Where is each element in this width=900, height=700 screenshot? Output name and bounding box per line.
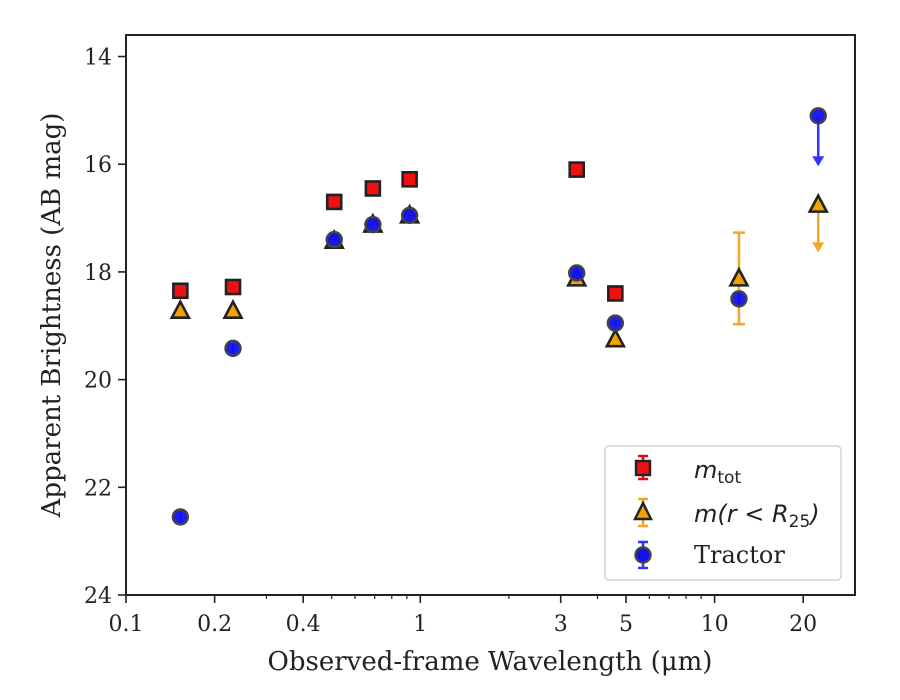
mr25-point [222, 298, 244, 319]
tractor-point [400, 206, 419, 225]
tractor-point [364, 215, 382, 234]
tractor-marker [809, 107, 827, 125]
x-tick-label: 10 [701, 612, 729, 637]
legend-box [604, 445, 842, 581]
mr25-marker [728, 266, 750, 287]
tractor-point [809, 107, 827, 167]
y-tick-label: 14 [84, 46, 112, 71]
y-tick-label: 18 [84, 261, 112, 286]
mr25-point [728, 231, 750, 326]
mtot-marker [172, 282, 189, 300]
tractor-marker [606, 314, 625, 332]
y-tick-label: 22 [84, 476, 112, 501]
tractor-marker [400, 206, 419, 225]
y-tick-label: 24 [84, 584, 112, 609]
legend-tractor-marker [634, 546, 652, 564]
ticks-layer: 0.1 0.2 0.4 1 3 5 10 20 14 16 18 20 22 24 [84, 46, 817, 637]
legend-tractor-label: Tractor [694, 541, 785, 569]
legend-entry-tractor: Tractor [634, 540, 785, 570]
mr25-point [169, 298, 192, 319]
legend: mtot m(r < R25) Tractor [604, 445, 842, 581]
mtot-marker [401, 171, 418, 188]
mtot-point [607, 285, 624, 302]
mr25-upper-limit-arrow [812, 242, 825, 253]
legend-mr25-close: ) [808, 500, 819, 528]
x-tick-label: 5 [619, 612, 633, 637]
y-tick-label: 16 [84, 153, 112, 178]
mtot-point [325, 193, 343, 211]
mr25-point [604, 327, 627, 348]
legend-mtot-sub: tot [717, 468, 741, 488]
x-tick-label: 1 [413, 612, 427, 637]
legend-mtot-label: mtot [694, 456, 741, 488]
mtot-point [224, 278, 242, 296]
plot-frame [125, 34, 856, 596]
mtot-marker [325, 193, 343, 211]
x-tick-label: 0.4 [286, 612, 321, 637]
tractor-point [224, 339, 242, 358]
tractor-point [730, 290, 748, 308]
tractor-point [568, 264, 586, 282]
mr25-point [807, 192, 829, 253]
y-tick-label: 20 [84, 369, 112, 394]
tractor-marker [364, 215, 382, 234]
legend-mr25-sub: 25 [789, 512, 811, 532]
x-tick-label: 3 [554, 612, 568, 637]
mr25-marker [169, 298, 192, 319]
x-axis-label: Observed-frame Wavelength (μm) [268, 647, 713, 677]
mtot-point [568, 161, 586, 178]
mtot-marker [568, 161, 586, 178]
mr25-marker [807, 192, 829, 213]
mtot-point [364, 180, 382, 197]
legend-mr25-text: m(r < R [694, 500, 789, 528]
tractor-marker [568, 264, 586, 282]
mr25-marker [222, 298, 244, 319]
legend-mr25-marker [633, 500, 653, 521]
points-layer [169, 107, 829, 526]
tractor-point [325, 230, 343, 249]
mtot-point [401, 171, 418, 188]
legend-entry-mr25: m(r < R25) [633, 497, 820, 532]
tractor-marker [325, 230, 343, 249]
mtot-point [172, 282, 189, 300]
tractor-point [606, 314, 625, 332]
legend-mtot-base: m [694, 456, 717, 484]
mtot-marker [607, 285, 624, 302]
legend-mtot-marker [634, 459, 652, 477]
x-tick-label: 0.2 [197, 612, 232, 637]
legend-entry-mtot: mtot [634, 454, 741, 488]
y-axis-label: Apparent Brightness (AB mag) [37, 113, 67, 519]
mtot-marker [364, 180, 382, 197]
mtot-marker [224, 278, 242, 296]
tractor-upper-limit-arrow [812, 156, 825, 167]
tractor-marker [171, 508, 190, 526]
x-tick-label: 20 [789, 612, 817, 637]
tractor-marker [224, 339, 242, 358]
tractor-marker [730, 290, 748, 308]
x-tick-label: 0.1 [109, 612, 144, 637]
mr25-marker [604, 327, 627, 348]
legend-mr25-label: m(r < R25) [694, 500, 820, 532]
tractor-point [171, 508, 190, 526]
